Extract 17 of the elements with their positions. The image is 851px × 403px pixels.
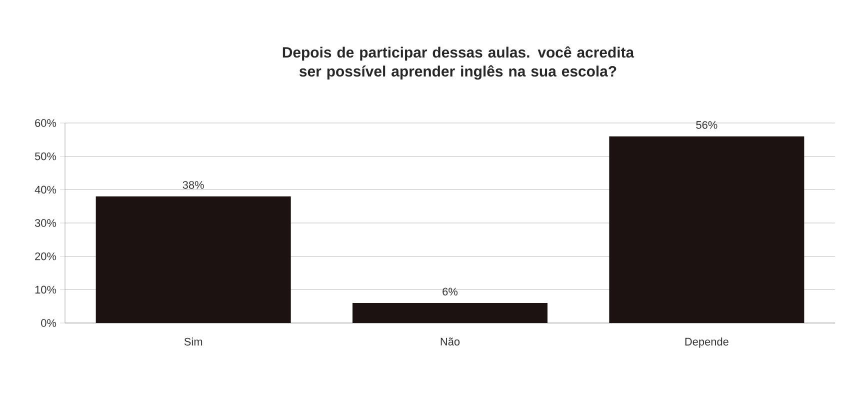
y-tick-label: 20% — [35, 252, 56, 260]
x-tick-label: Não — [440, 338, 460, 346]
y-tick-label: 50% — [34, 152, 56, 160]
y-tick-label: 0% — [41, 319, 56, 327]
chart-title: Depois de participar dessas aulas. você acredita ser possível aprender inglês na sua escola? — [282, 46, 634, 80]
bar — [352, 303, 548, 323]
y-tick-label: 30% — [34, 219, 56, 227]
x-tick-label: Depende — [685, 338, 728, 348]
y-tick-label: 40% — [34, 186, 56, 194]
y-tick-label: 10% — [35, 286, 56, 294]
y-tick-label: 60% — [35, 119, 56, 127]
data-label: 6% — [442, 288, 458, 296]
data-label: 56% — [696, 121, 718, 129]
bar — [96, 196, 291, 323]
x-tick-label: Sim — [184, 338, 202, 346]
bar — [609, 136, 804, 323]
data-label: 38% — [182, 181, 204, 189]
